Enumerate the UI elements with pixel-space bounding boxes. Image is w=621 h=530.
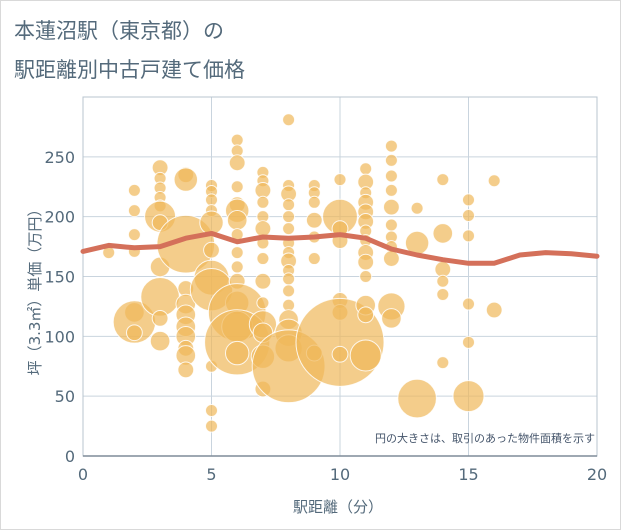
bubble-size-note: 円の大きさは、取引のあった物件面積を示す	[375, 431, 595, 445]
bubble-point	[225, 340, 250, 366]
bubble-point	[462, 335, 475, 349]
bubble-point	[432, 223, 454, 244]
bubble-point	[462, 208, 475, 222]
bubble-point	[205, 419, 218, 433]
bubble-point	[384, 169, 398, 183]
grid-lines	[82, 96, 598, 457]
bubble-point	[397, 378, 437, 419]
bubble-point	[125, 324, 143, 342]
bubble-point	[205, 404, 218, 418]
bubble-point	[384, 183, 398, 197]
bubble-point	[254, 272, 272, 290]
bubble-point	[307, 252, 321, 266]
bubble-point	[305, 211, 323, 229]
bubble-point	[230, 260, 244, 274]
y-tick-label: 0	[65, 447, 75, 466]
x-tick-label: 15	[458, 465, 478, 484]
chart-title-line1: 本蓮沼駅（東京都）の	[14, 19, 224, 43]
bubble-point	[173, 167, 199, 192]
y-tick-label: 100	[44, 327, 75, 346]
bubble-point	[282, 222, 296, 236]
bubble-point	[199, 210, 224, 235]
bubble-point	[383, 250, 400, 267]
bubble-point	[357, 253, 375, 271]
average-price-trend-line	[80, 230, 600, 266]
bubble-point	[436, 274, 450, 288]
bubble-point	[230, 133, 244, 147]
bubble-point	[452, 380, 485, 413]
bubble-point	[436, 287, 450, 301]
bubble-point	[203, 241, 220, 259]
x-tick-label: 10	[330, 465, 350, 484]
y-tick-label: 200	[44, 208, 75, 227]
x-axis-label: 駅距離（分）	[293, 498, 383, 516]
bubble-point	[256, 252, 270, 266]
bubble-point	[487, 174, 501, 188]
y-tick-label: 250	[44, 148, 75, 167]
bubble-point	[331, 345, 349, 363]
bubble-point	[127, 228, 141, 242]
bubble-point	[282, 198, 296, 212]
axes: 0 50 100 150 200 250 0 5 10 15 20	[44, 148, 607, 484]
x-tick-label: 0	[78, 465, 88, 484]
bubble-point	[282, 272, 296, 286]
bubble-point	[282, 113, 296, 127]
x-tick-label: 5	[206, 465, 216, 484]
y-tick-label: 150	[44, 268, 75, 287]
bubble-point	[462, 229, 475, 243]
y-axis-label: 坪（3.3㎡）単価（万円）	[26, 202, 44, 376]
bubble-point	[384, 139, 398, 153]
bubble-point	[349, 339, 382, 372]
bubble-point	[383, 198, 400, 216]
bubble-point	[485, 301, 503, 319]
bubble-point	[228, 154, 246, 172]
bubble-point	[254, 220, 272, 238]
bubble-point	[177, 361, 195, 379]
bubble-point	[282, 284, 296, 298]
bubble-point	[436, 356, 450, 370]
bubble-point	[462, 297, 475, 311]
bubble-point	[307, 195, 321, 209]
trend-series	[80, 230, 600, 266]
bubble-point	[462, 193, 475, 207]
bubble-point	[151, 309, 169, 327]
bubble-point	[230, 246, 244, 260]
bubble-point	[149, 330, 171, 352]
bubble-point	[333, 173, 347, 187]
bubble-point	[410, 201, 424, 215]
bubble-point	[282, 210, 296, 224]
bubble-point	[384, 218, 398, 232]
bubble-point	[226, 209, 248, 231]
y-tick-label: 50	[55, 387, 75, 406]
bubble-point	[205, 193, 218, 207]
bubble-point	[381, 308, 402, 329]
bubble-point	[230, 180, 244, 194]
x-tick-label: 20	[587, 465, 607, 484]
bubble-point	[256, 296, 270, 310]
bubble-point	[436, 173, 450, 187]
chart-title-line2: 駅距離別中古戸建て価格	[14, 58, 245, 82]
bubble-point	[127, 183, 141, 197]
bubble-point	[359, 162, 373, 176]
bubble-point	[359, 270, 373, 283]
bubble-point	[384, 153, 398, 167]
bubble-point	[256, 195, 270, 209]
bubble-point	[127, 204, 141, 218]
bubble-series	[102, 113, 503, 433]
bubble-point	[357, 306, 375, 324]
